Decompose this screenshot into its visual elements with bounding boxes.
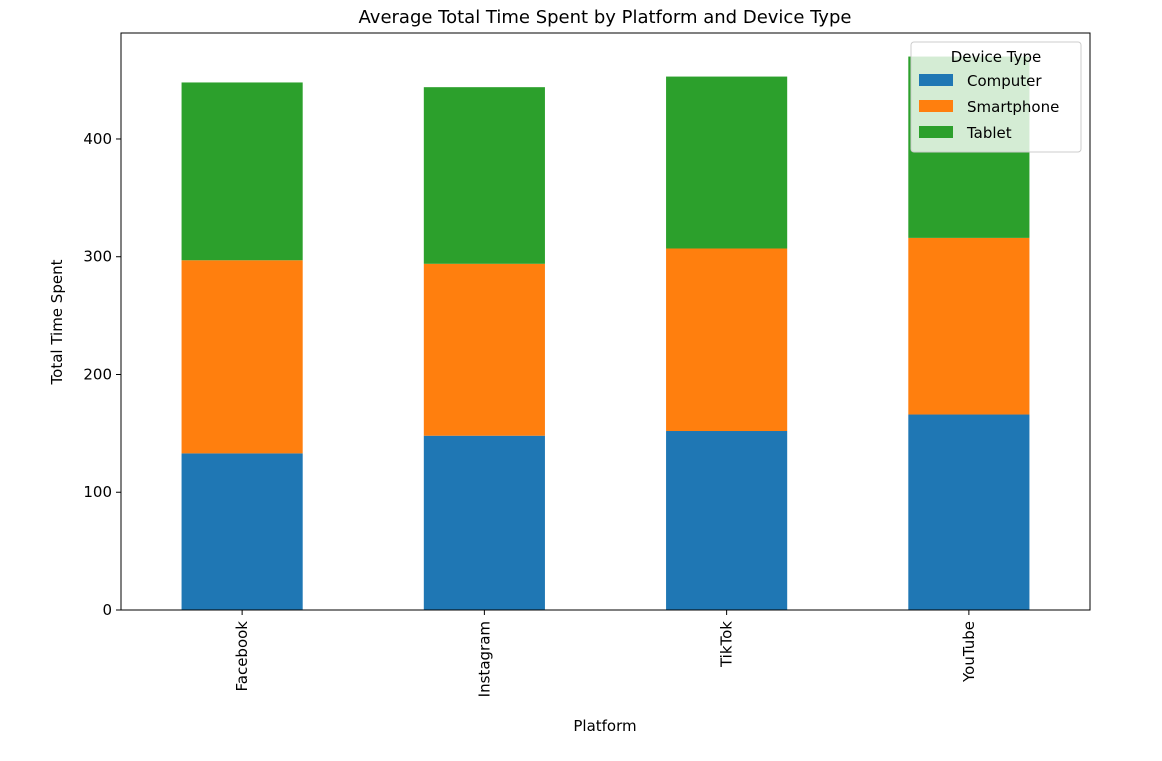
y-tick-label: 300 — [83, 248, 112, 266]
bar-tiktok-tablet — [666, 76, 788, 249]
legend: Device Type Computer Smartphone Tablet — [910, 41, 1082, 153]
bar-youtube-computer — [908, 414, 1030, 610]
y-tick-label: 0 — [102, 601, 112, 619]
bars-layer — [181, 56, 1030, 610]
bar-facebook-smartphone — [181, 260, 303, 454]
legend-label-tablet: Tablet — [966, 124, 1012, 142]
x-tick-label-instagram: Instagram — [475, 621, 493, 697]
legend-label-computer: Computer — [967, 72, 1042, 90]
y-tick-label: 400 — [83, 130, 112, 148]
bar-tiktok-smartphone — [666, 248, 788, 432]
bar-tiktok-computer — [666, 431, 788, 610]
x-axis-label: Platform — [573, 717, 636, 735]
legend-swatch-tablet — [919, 126, 953, 138]
legend-frame — [910, 41, 1082, 153]
y-tick-label: 100 — [83, 483, 112, 501]
legend-entries: Computer Smartphone Tablet — [919, 72, 1059, 142]
chart-title: Average Total Time Spent by Platform and… — [359, 7, 852, 28]
bar-instagram-smartphone — [423, 263, 545, 436]
legend-swatch-smartphone — [919, 100, 953, 112]
bar-instagram-tablet — [423, 87, 545, 264]
legend-label-smartphone: Smartphone — [967, 98, 1059, 116]
y-axis-label: Total Time Spent — [48, 259, 66, 385]
y-tick-label: 200 — [83, 365, 112, 383]
legend-title: Device Type — [951, 48, 1042, 66]
bar-facebook-tablet — [181, 82, 303, 261]
x-tick-label-tiktok: TikTok — [718, 621, 736, 668]
x-tick-label-youtube: YouTube — [960, 621, 978, 683]
bar-instagram-computer — [423, 435, 545, 610]
bar-youtube-smartphone — [908, 237, 1030, 415]
plot-frame — [120, 32, 1091, 611]
x-tick-label-facebook: Facebook — [233, 621, 251, 692]
axes-layer: 0 100 200 300 400 Facebook Instagram TikTok YouT… — [83, 32, 1091, 697]
legend-swatch-computer — [919, 74, 953, 86]
bar-facebook-computer — [181, 453, 303, 610]
